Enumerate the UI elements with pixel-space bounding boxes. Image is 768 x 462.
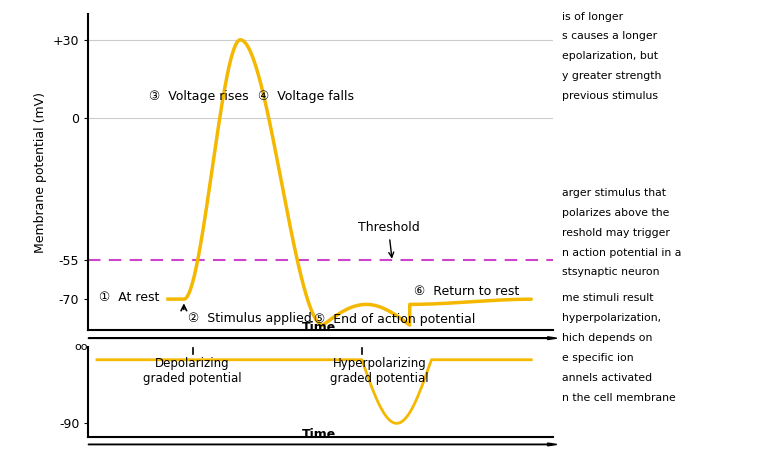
- Text: Depolarizing
graded potential: Depolarizing graded potential: [143, 357, 242, 385]
- Text: oo: oo: [74, 341, 88, 352]
- Text: is of longer: is of longer: [562, 12, 624, 22]
- Text: stsynaptic neuron: stsynaptic neuron: [562, 267, 660, 278]
- Text: ①  At rest: ① At rest: [99, 292, 160, 304]
- Text: y greater strength: y greater strength: [562, 71, 661, 81]
- Text: Time: Time: [302, 428, 336, 441]
- Y-axis label: Membrane potential (mV): Membrane potential (mV): [35, 91, 48, 253]
- Text: reshold may trigger: reshold may trigger: [562, 228, 670, 238]
- Text: ②  Stimulus applied: ② Stimulus applied: [188, 312, 312, 325]
- Text: polarizes above the: polarizes above the: [562, 208, 670, 218]
- Text: epolarization, but: epolarization, but: [562, 51, 658, 61]
- Text: ⑥  Return to rest: ⑥ Return to rest: [414, 285, 519, 298]
- Text: annels activated: annels activated: [562, 373, 652, 383]
- Text: previous stimulus: previous stimulus: [562, 91, 658, 101]
- Text: hich depends on: hich depends on: [562, 333, 653, 343]
- Text: Hyperpolarizing
graded potential: Hyperpolarizing graded potential: [330, 357, 429, 385]
- Text: ⑤  End of action potential: ⑤ End of action potential: [314, 313, 475, 327]
- Text: e specific ion: e specific ion: [562, 353, 634, 363]
- Text: n action potential in a: n action potential in a: [562, 248, 681, 258]
- Text: ③  Voltage rises: ③ Voltage rises: [149, 91, 249, 103]
- Text: s causes a longer: s causes a longer: [562, 31, 657, 42]
- Text: hyperpolarization,: hyperpolarization,: [562, 313, 661, 323]
- Text: me stimuli result: me stimuli result: [562, 293, 654, 304]
- Text: Time: Time: [302, 322, 336, 334]
- Text: Threshold: Threshold: [358, 221, 419, 257]
- Text: ④  Voltage falls: ④ Voltage falls: [258, 91, 354, 103]
- Text: arger stimulus that: arger stimulus that: [562, 188, 666, 198]
- Text: n the cell membrane: n the cell membrane: [562, 393, 676, 403]
